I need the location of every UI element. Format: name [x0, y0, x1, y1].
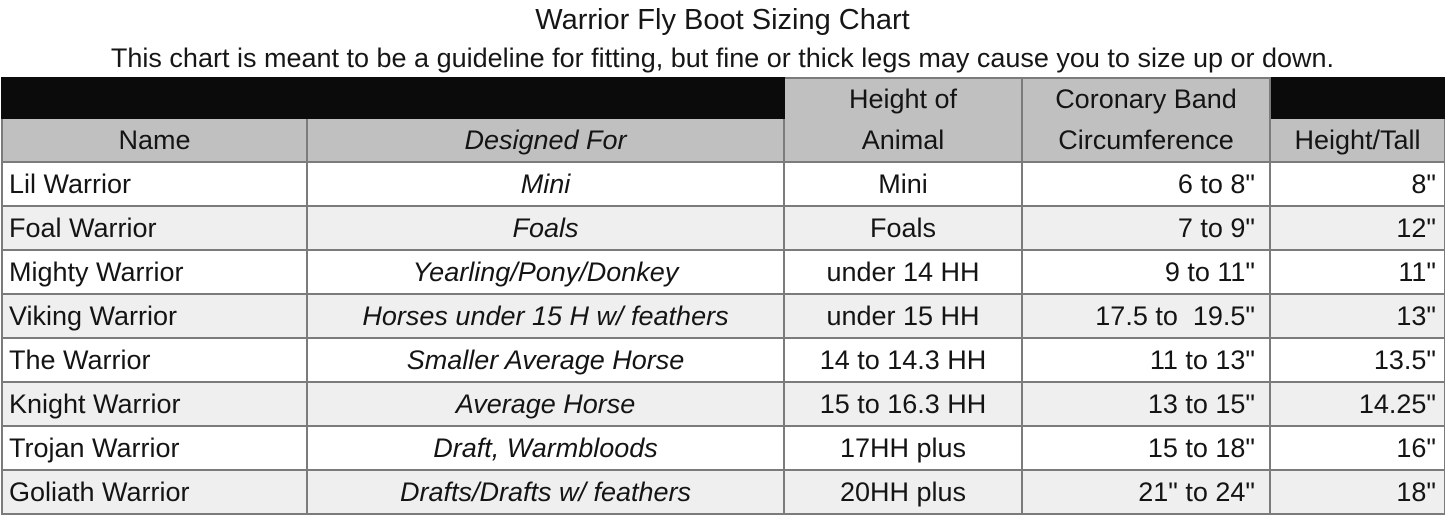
cell-height-tall: 14.25"	[1269, 381, 1445, 427]
column-header-height-of-animal: Height of Animal	[783, 77, 1023, 163]
table-row: Knight Warrior Average Horse 15 to 16.3 …	[1, 381, 1445, 427]
table-row: The Warrior Smaller Average Horse 14 to …	[1, 337, 1445, 383]
cell-designed-for: Smaller Average Horse	[306, 337, 785, 383]
page-subtitle: This chart is meant to be a guideline fo…	[110, 43, 1335, 73]
cell-designed-for: Drafts/Drafts w/ feathers	[306, 469, 785, 515]
header-black-spacer-designed-for	[306, 77, 785, 119]
header-black-spacer-name	[1, 77, 308, 119]
cell-height-of-animal: Mini	[783, 161, 1023, 207]
cell-designed-for: Draft, Warmbloods	[306, 425, 785, 471]
cell-name: Trojan Warrior	[1, 425, 308, 471]
cell-designed-for: Average Horse	[306, 381, 785, 427]
cell-coronary-band: 7 to 9"	[1021, 205, 1271, 251]
column-header-height-tall: Height/Tall	[1269, 117, 1445, 163]
table-row: Goliath Warrior Drafts/Drafts w/ feather…	[1, 469, 1445, 515]
cell-height-tall: 18"	[1269, 469, 1445, 515]
cell-name: Foal Warrior	[1, 205, 308, 251]
cell-height-tall: 12"	[1269, 205, 1445, 251]
table-row: Mighty Warrior Yearling/Pony/Donkey unde…	[1, 249, 1445, 295]
cell-height-of-animal: under 15 HH	[783, 293, 1023, 339]
column-header-designed-for: Designed For	[306, 117, 785, 163]
cell-coronary-band: 15 to 18"	[1021, 425, 1271, 471]
cell-coronary-band: 11 to 13"	[1021, 337, 1271, 383]
cell-coronary-band: 17.5 to 19.5"	[1021, 293, 1271, 339]
cell-height-tall: 11"	[1269, 249, 1445, 295]
column-header-coronary-band: Coronary Band Circumference	[1021, 77, 1271, 163]
page-title: Warrior Fly Boot Sizing Chart	[535, 4, 910, 36]
cell-designed-for: Yearling/Pony/Donkey	[306, 249, 785, 295]
cell-coronary-band: 9 to 11"	[1021, 249, 1271, 295]
cell-height-of-animal: under 14 HH	[783, 249, 1023, 295]
cell-name: Knight Warrior	[1, 381, 308, 427]
cell-designed-for: Foals	[306, 205, 785, 251]
table-row: Foal Warrior Foals Foals 7 to 9" 12"	[1, 205, 1445, 251]
cell-height-of-animal: 14 to 14.3 HH	[783, 337, 1023, 383]
table-row: Viking Warrior Horses under 15 H w/ feat…	[1, 293, 1445, 339]
header-label-row: Name Designed For Height/Tall	[1, 117, 1445, 163]
header-black-spacer-height-tall	[1269, 77, 1445, 119]
cell-name: Viking Warrior	[1, 293, 308, 339]
cell-name: Lil Warrior	[1, 161, 308, 207]
cell-name: Mighty Warrior	[1, 249, 308, 295]
cell-height-tall: 13"	[1269, 293, 1445, 339]
sizing-table: Height of Animal Coronary Band Circumfer…	[1, 77, 1445, 515]
table-row: Trojan Warrior Draft, Warmbloods 17HH pl…	[1, 425, 1445, 471]
header-coronary-line2: Circumference	[1058, 125, 1234, 155]
header-coronary-line1: Coronary Band	[1055, 84, 1237, 114]
cell-name: The Warrior	[1, 337, 308, 383]
cell-height-tall: 8"	[1269, 161, 1445, 207]
header-height-of-line2: Animal	[861, 125, 945, 155]
cell-coronary-band: 13 to 15"	[1021, 381, 1271, 427]
header-height-of-line1: Height of	[848, 84, 958, 114]
cell-height-tall: 13.5"	[1269, 337, 1445, 383]
cell-designed-for: Horses under 15 H w/ feathers	[306, 293, 785, 339]
cell-height-of-animal: 15 to 16.3 HH	[783, 381, 1023, 427]
cell-height-of-animal: 17HH plus	[783, 425, 1023, 471]
column-header-name: Name	[1, 117, 308, 163]
cell-coronary-band: 6 to 8"	[1021, 161, 1271, 207]
cell-name: Goliath Warrior	[1, 469, 308, 515]
cell-coronary-band: 21" to 24"	[1021, 469, 1271, 515]
table-row: Lil Warrior Mini Mini 6 to 8" 8"	[1, 161, 1445, 207]
cell-designed-for: Mini	[306, 161, 785, 207]
cell-height-of-animal: Foals	[783, 205, 1023, 251]
cell-height-of-animal: 20HH plus	[783, 469, 1023, 515]
cell-height-tall: 16"	[1269, 425, 1445, 471]
header-band-row: Height of Animal Coronary Band Circumfer…	[1, 77, 1445, 163]
